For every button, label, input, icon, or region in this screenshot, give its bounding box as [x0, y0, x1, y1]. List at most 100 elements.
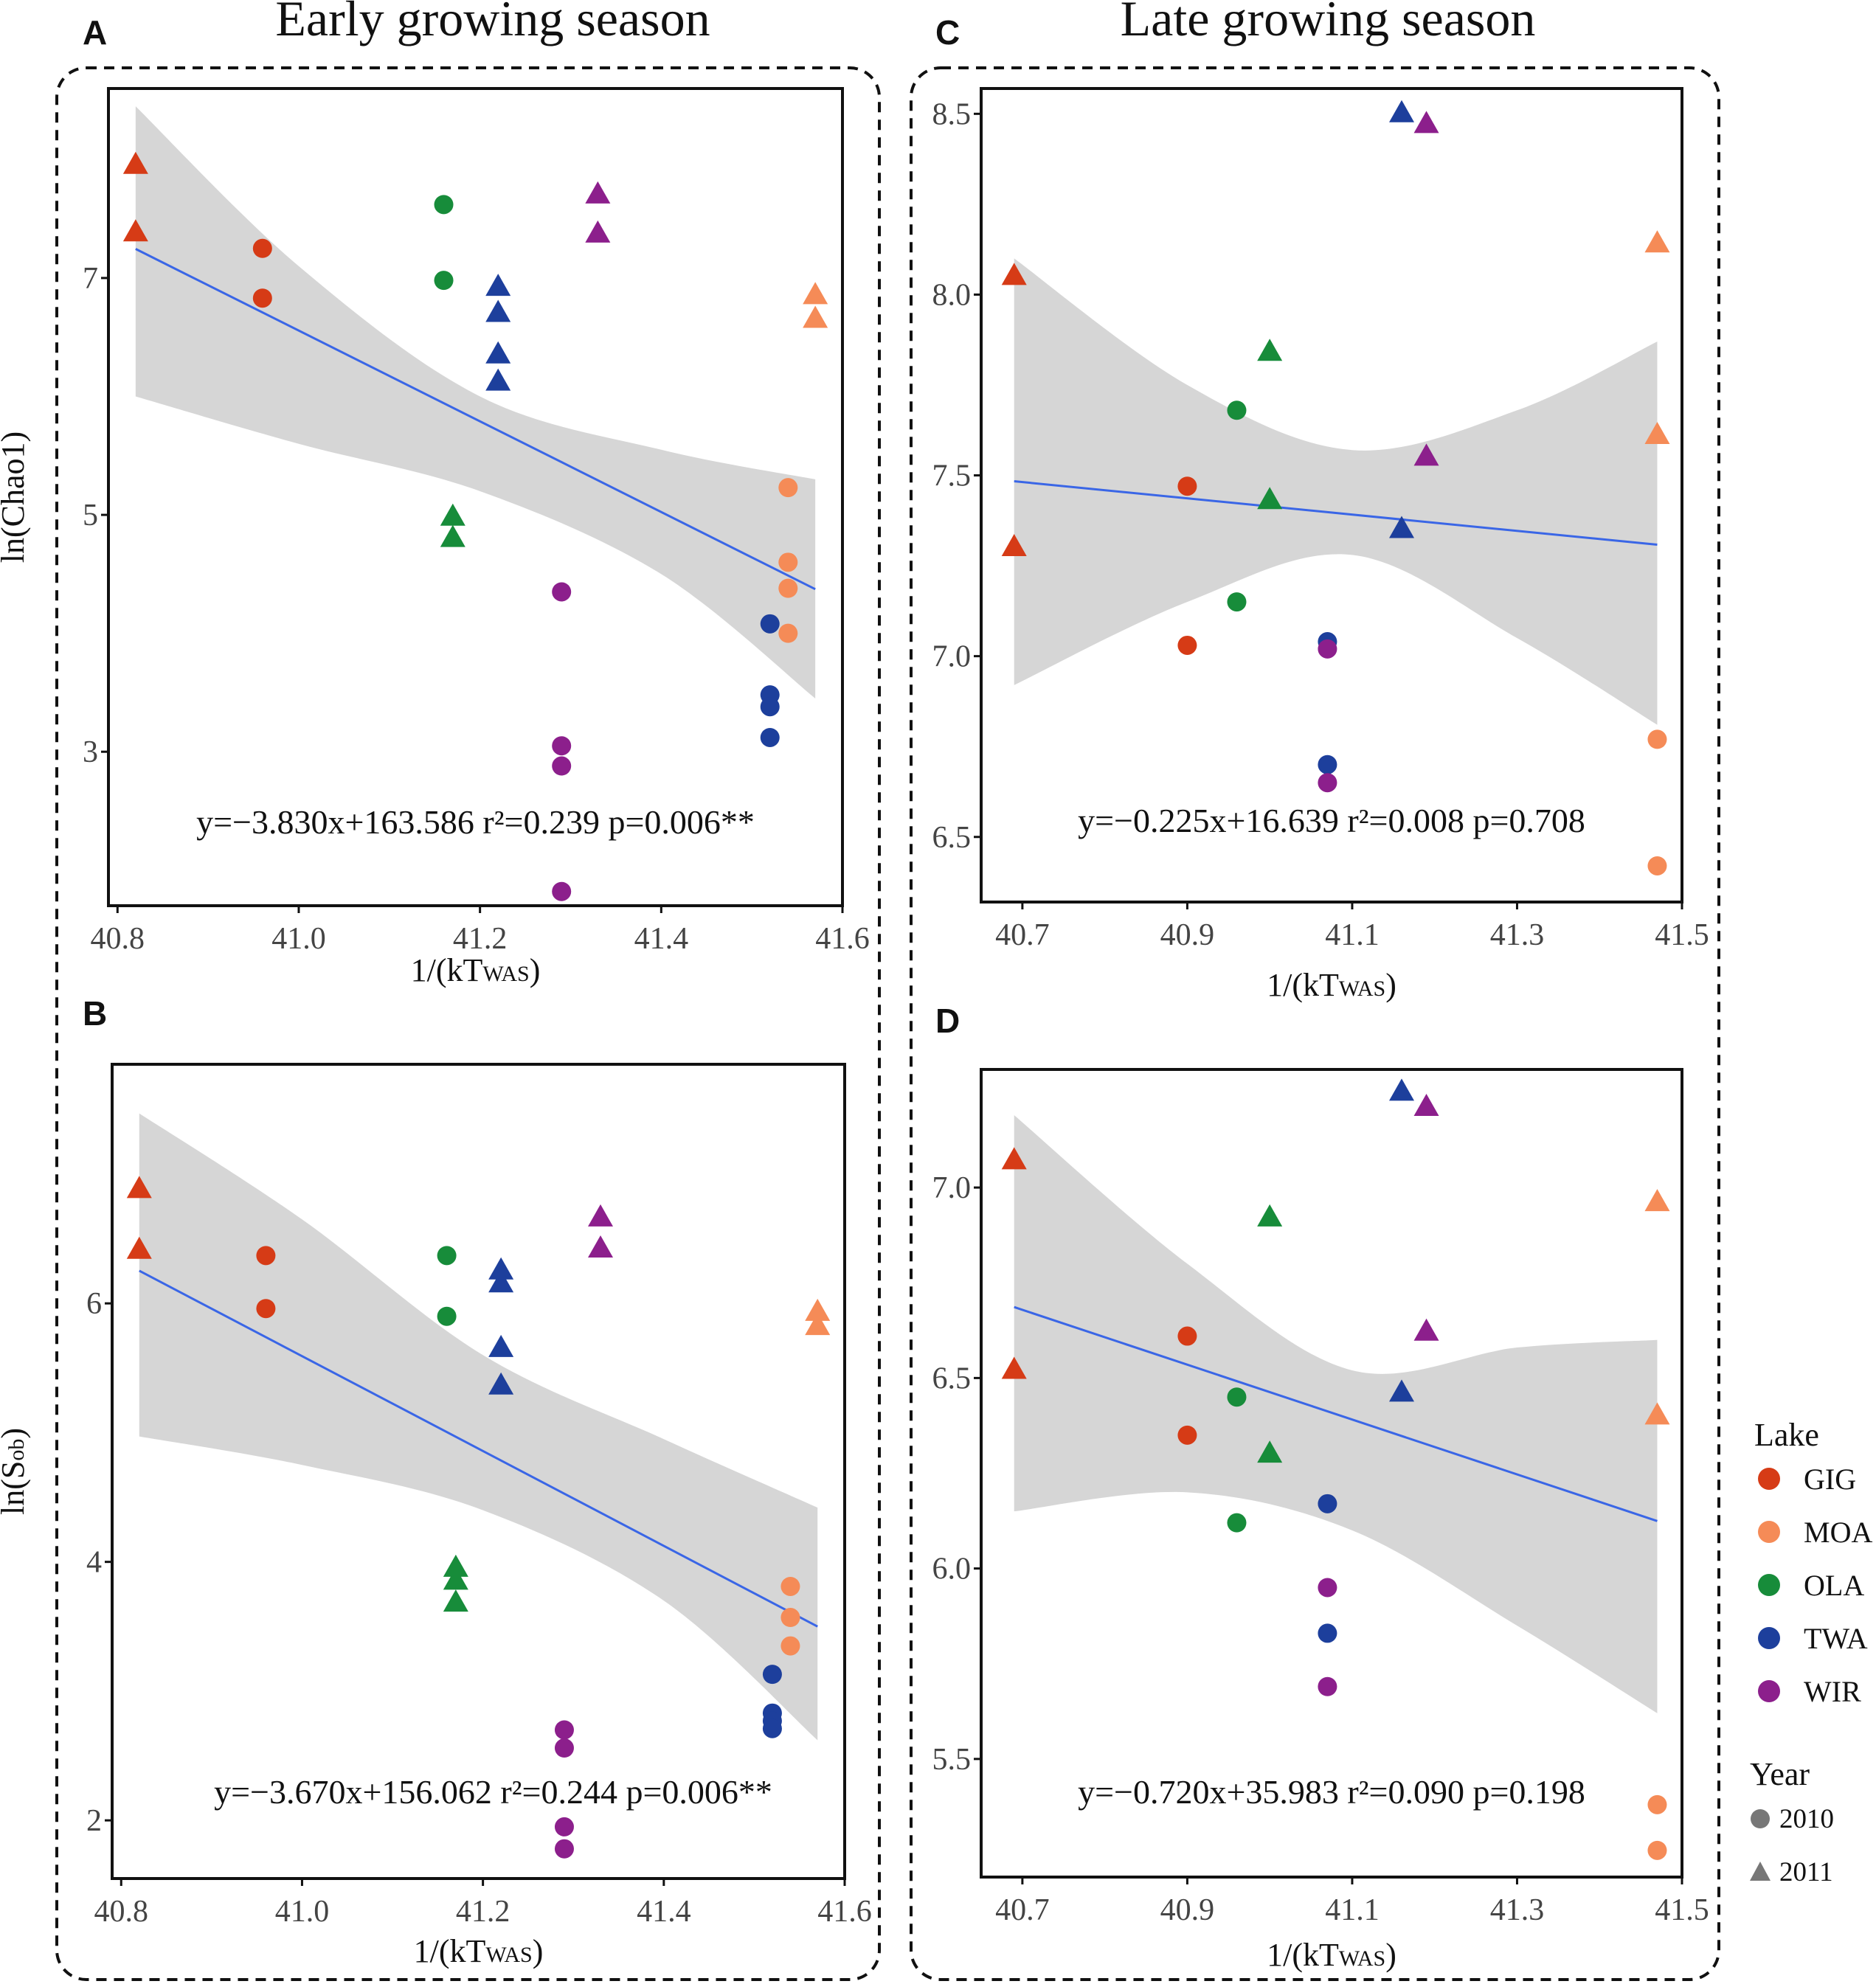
- late-season-frame: [910, 66, 1720, 1981]
- point-wir-2010: [1318, 1676, 1337, 1696]
- y-tick-label: 6.0: [932, 1553, 972, 1586]
- point-twa-2011: [488, 1334, 514, 1357]
- point-ola-2010: [1227, 1513, 1247, 1533]
- legend-year-2011: 2011: [1779, 1857, 1833, 1887]
- point-wir-2011: [1413, 443, 1439, 466]
- legend-ola-swatch: [1758, 1574, 1780, 1596]
- point-moa-2010: [778, 552, 798, 572]
- point-moa-2011: [1644, 1402, 1670, 1425]
- point-ola-2011: [443, 1554, 468, 1577]
- point-twa-2011: [488, 1270, 514, 1293]
- legend-ola-label: OLA: [1804, 1569, 1864, 1602]
- point-twa-2010: [1318, 755, 1337, 774]
- x-tick-label: 40.8: [94, 1895, 149, 1929]
- x-axis-label: 1/(kTWAS): [1267, 1937, 1396, 1973]
- point-ola-2010: [1227, 1387, 1247, 1407]
- y-tick-label: 8.0: [932, 278, 972, 312]
- regression-equation: y=−3.670x+156.062 r²=0.244 p=0.006**: [214, 1773, 772, 1811]
- regression-line: [139, 1269, 818, 1628]
- legend-moa-swatch: [1758, 1521, 1780, 1543]
- point-ola-2011: [1257, 487, 1283, 510]
- plot-border: [980, 87, 1683, 903]
- point-twa-2010: [762, 1718, 782, 1738]
- plot-border: [111, 1063, 846, 1880]
- point-gig-2011: [122, 219, 148, 242]
- x-tick-label: 41.4: [634, 922, 689, 956]
- y-tick-label: 7.0: [932, 640, 972, 674]
- legend-moa-label: MOA: [1804, 1516, 1872, 1549]
- panel-d: 40.7 40.9 41.1 41.3 41.5 5.5 6.0 6.5 7.0 1/(kTWAS…: [932, 1002, 1709, 1973]
- x-tick-label: 40.8: [91, 922, 145, 956]
- point-gig-2011: [1001, 1356, 1027, 1379]
- point-twa-2011: [1389, 1379, 1414, 1402]
- x-tick-label: 41.2: [453, 922, 508, 956]
- point-moa-2010: [778, 623, 798, 643]
- point-twa-2011: [488, 1257, 514, 1280]
- point-wir-2011: [588, 1235, 613, 1258]
- point-twa-2010: [1318, 1494, 1337, 1513]
- point-gig-2011: [122, 151, 148, 174]
- x-tick-label: 41.5: [1655, 918, 1709, 952]
- panel-label: D: [935, 1002, 960, 1040]
- point-wir-2010: [554, 1720, 574, 1740]
- point-wir-2010: [552, 756, 572, 776]
- point-wir-2011: [1413, 111, 1439, 133]
- point-wir-2010: [552, 582, 572, 602]
- x-tick-label: 40.7: [995, 1893, 1050, 1927]
- y-tick-label: 3: [83, 735, 98, 769]
- regression-equation: y=−0.720x+35.983 r²=0.090 p=0.198: [1078, 1773, 1585, 1811]
- point-moa-2011: [803, 282, 828, 305]
- point-moa-2011: [805, 1313, 831, 1336]
- panel-b: 40.8 41.0 41.2 41.4 41.6 2 4 6 1/(kTWAS) ln(Sob) y…: [0, 994, 872, 1969]
- x-tick-label: 41.0: [275, 1895, 330, 1929]
- panel-label: A: [83, 13, 107, 52]
- regression-line: [1014, 480, 1658, 547]
- point-twa-2011: [1389, 100, 1414, 122]
- point-twa-2011: [485, 299, 511, 322]
- x-tick-label: 41.3: [1490, 1893, 1545, 1927]
- point-twa-2010: [760, 697, 780, 717]
- y-tick-label: 5.5: [932, 1743, 972, 1777]
- point-ola-2011: [1257, 1440, 1283, 1463]
- point-moa-2011: [805, 1298, 831, 1321]
- point-wir-2010: [552, 881, 572, 901]
- x-tick-label: 41.1: [1325, 918, 1380, 952]
- point-ola-2011: [440, 503, 465, 526]
- point-wir-2011: [585, 181, 611, 204]
- y-tick-label: 2: [86, 1804, 102, 1838]
- point-twa-2011: [485, 341, 511, 364]
- legend-twa-swatch: [1758, 1627, 1780, 1649]
- legend-wir-label: WIR: [1804, 1675, 1861, 1708]
- legend-circle-icon: [1751, 1809, 1770, 1828]
- plot-area: [122, 106, 828, 901]
- regression-line: [1014, 1305, 1658, 1522]
- y-tick-label: 6.5: [932, 821, 972, 855]
- point-ola-2010: [437, 1306, 457, 1326]
- legend: Lake GIG MOA OLA TWA WIR Year 2010 2011: [1750, 1417, 1872, 1887]
- point-gig-2011: [1001, 1147, 1027, 1170]
- point-gig-2010: [256, 1246, 276, 1266]
- x-tick-label: 41.5: [1655, 1893, 1709, 1927]
- panel-c: 40.7 40.9 41.1 41.3 41.5 6.5 7.0 7.5 8.0 8.5 1/(kT…: [932, 13, 1709, 1003]
- y-tick-label: 7.0: [932, 1171, 972, 1205]
- point-wir-2010: [1318, 773, 1337, 793]
- point-moa-2011: [1644, 1189, 1670, 1212]
- y-axis-label: ln(Chao1): [0, 431, 31, 563]
- point-twa-2011: [1389, 1078, 1414, 1101]
- point-moa-2011: [1644, 230, 1670, 253]
- point-gig-2011: [126, 1236, 152, 1259]
- panel-label: B: [83, 994, 107, 1033]
- point-ola-2010: [1227, 400, 1247, 420]
- point-gig-2010: [252, 238, 272, 258]
- plot-area: [1001, 100, 1670, 875]
- point-ola-2010: [437, 1246, 457, 1266]
- point-wir-2011: [1413, 1094, 1439, 1117]
- point-twa-2010: [760, 727, 780, 747]
- point-gig-2010: [1177, 1425, 1197, 1445]
- early-season-heading: Early growing season: [275, 0, 710, 46]
- point-moa-2010: [780, 1576, 800, 1596]
- panel-label: C: [935, 13, 960, 52]
- legend-year-2010: 2010: [1779, 1804, 1834, 1834]
- x-tick-label: 41.6: [817, 1895, 872, 1929]
